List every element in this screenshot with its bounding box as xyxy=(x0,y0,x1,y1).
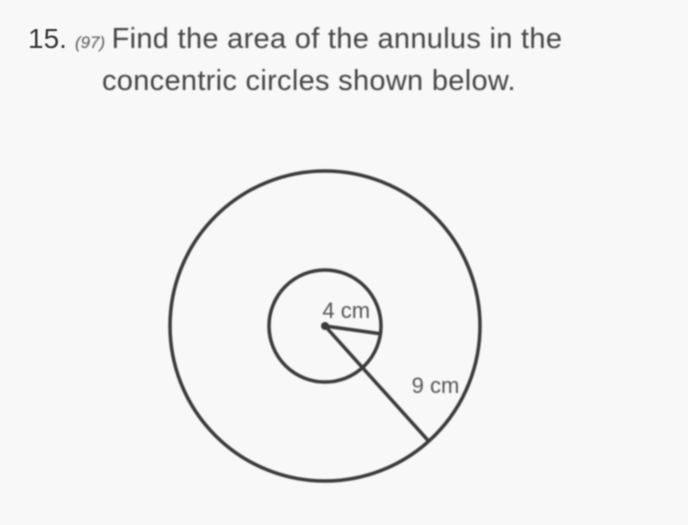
inner-radius-label: 4 cm xyxy=(322,298,370,323)
question-line1: 15. (97) Find the area of the annulus in… xyxy=(28,18,660,60)
concentric-circles-diagram: 4 cm 9 cm xyxy=(125,138,545,508)
figure: 4 cm 9 cm xyxy=(125,138,545,508)
question-number: 15. xyxy=(28,23,67,55)
question-text-line1: Find the area of the annulus in the xyxy=(112,23,563,55)
outer-radius-label: 9 cm xyxy=(412,373,460,398)
question-text-line2: concentric circles shown below. xyxy=(102,60,660,102)
question-reference: (97) xyxy=(75,33,105,52)
question-block: 15. (97) Find the area of the annulus in… xyxy=(0,0,688,120)
